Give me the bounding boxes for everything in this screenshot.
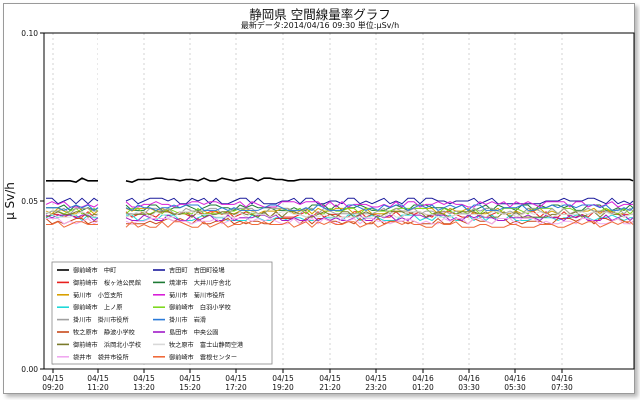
- legend-entry: 掛川市 岩滑: [169, 316, 206, 324]
- legend-entry: 御前崎市 浜岡北小学校: [73, 341, 141, 349]
- axes: 04/1509:2004/1511:2004/1513:2004/1515:20…: [3, 29, 573, 392]
- x-tick-time: 03:30: [458, 383, 480, 392]
- legend-entry: 菊川市 小笠支所: [73, 291, 123, 299]
- x-tick-time: 09:20: [42, 383, 64, 392]
- series-line: [45, 214, 99, 222]
- x-tick-date: 04/16: [412, 374, 434, 383]
- legend-entry: 島田市 中央公園: [169, 329, 219, 337]
- x-tick-date: 04/15: [319, 374, 341, 383]
- x-tick-date: 04/15: [42, 374, 64, 383]
- x-tick-time: 19:20: [272, 383, 294, 392]
- x-tick-time: 05:30: [504, 383, 526, 392]
- y-tick-label: 0.10: [21, 29, 38, 38]
- legend-entry: 御前崎市 中町: [73, 267, 116, 275]
- legend-entry: 牧之原市 富士山静岡空港: [169, 341, 244, 349]
- series-line: [125, 217, 634, 225]
- x-tick-time: 01:20: [412, 383, 434, 392]
- x-tick-date: 04/15: [365, 374, 387, 383]
- legend-entry: 牧之原市 静波小学校: [73, 329, 135, 337]
- series-line: [45, 201, 99, 208]
- series-line: [125, 221, 634, 228]
- series-lines: [45, 177, 634, 228]
- chart-subtitle: 最新データ:2014/04/16 09:30 単位:μSv/h: [240, 21, 400, 30]
- legend-entry: 御前崎市 桜ヶ池公民館: [73, 279, 141, 287]
- x-tick-time: 13:20: [133, 383, 155, 392]
- x-tick-time: 17:20: [225, 383, 247, 392]
- x-tick-date: 04/15: [87, 374, 109, 383]
- series-line: [46, 197, 99, 205]
- series-line: [125, 214, 634, 222]
- series-line: [45, 211, 99, 218]
- series-line: [45, 207, 98, 215]
- x-tick-date: 04/16: [458, 374, 480, 383]
- x-tick-time: 21:20: [319, 383, 341, 392]
- y-tick-label: 0.05: [21, 197, 38, 206]
- series-line: [126, 207, 634, 215]
- x-tick-date: 04/15: [179, 374, 201, 383]
- x-tick-time: 23:20: [365, 383, 387, 392]
- grid: [52, 33, 563, 369]
- series-line: [125, 211, 633, 218]
- legend-entry: 袋井市 袋井市役所: [73, 353, 129, 361]
- x-tick-date: 04/15: [272, 374, 294, 383]
- legend-entry: 吉田町 吉田町役場: [169, 267, 225, 275]
- legend-entry: 御前崎市 雲根センター: [169, 353, 237, 361]
- series-line: [125, 177, 634, 184]
- series-line: [125, 197, 634, 205]
- series-line: [46, 217, 99, 225]
- x-tick-date: 04/15: [225, 374, 247, 383]
- series-line: [45, 218, 98, 225]
- legend-entry: 掛川市 掛川市役所: [73, 316, 129, 324]
- legend-entry: 御前崎市 白羽小学校: [169, 304, 231, 312]
- x-tick-time: 15:20: [179, 383, 201, 392]
- series-line: [125, 201, 633, 208]
- x-tick-time: 11:20: [87, 383, 109, 392]
- chart-title: 静岡県 空間線量率グラフ: [249, 7, 391, 22]
- legend-entry: 御前崎市 上ノ原: [73, 304, 123, 312]
- x-tick-date: 04/15: [133, 374, 155, 383]
- series-line: [46, 204, 99, 212]
- series-line: [46, 221, 98, 228]
- y-axis-label: μ Sv/h: [3, 182, 17, 220]
- legend-box: [51, 261, 273, 365]
- series-line: [46, 177, 98, 184]
- x-tick-time: 07:30: [551, 383, 573, 392]
- x-tick-date: 04/16: [551, 374, 573, 383]
- legend-entry: 菊川市 菊川市役所: [169, 291, 225, 299]
- x-tick-date: 04/16: [504, 374, 526, 383]
- series-line: [125, 207, 634, 215]
- y-tick-label: 0.00: [21, 365, 38, 374]
- series-line: [125, 204, 634, 212]
- legend-entry: 焼津市 大井川庁舎北: [169, 279, 232, 287]
